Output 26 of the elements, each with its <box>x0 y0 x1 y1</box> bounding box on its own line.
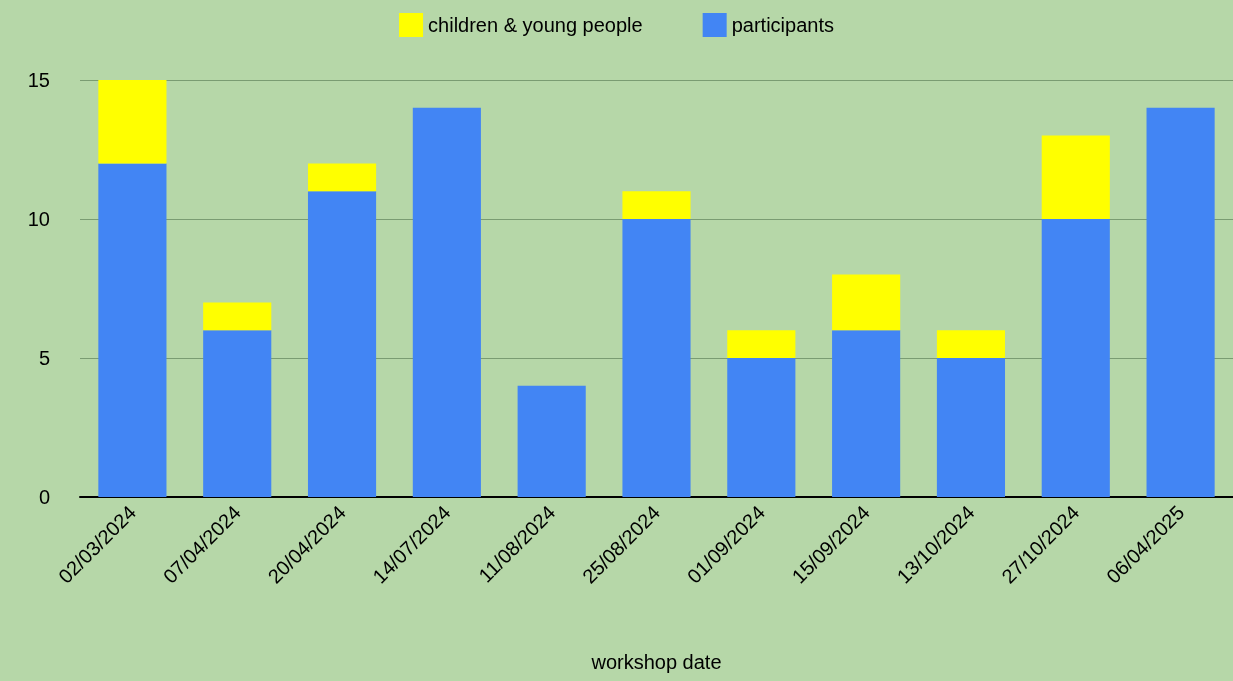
bar <box>307 163 377 192</box>
bar <box>307 191 377 497</box>
bar <box>727 330 796 358</box>
bar <box>1041 135 1110 219</box>
bar <box>622 219 691 497</box>
bar <box>1146 107 1215 497</box>
x-axis-title: workshop date <box>590 651 722 673</box>
bar <box>832 330 901 497</box>
bar <box>936 358 1006 497</box>
bar <box>936 330 1006 358</box>
y-tick-label: 0 <box>38 486 50 508</box>
y-tick-label: 15 <box>27 69 50 91</box>
legend-label: participants <box>731 14 834 36</box>
y-tick-label: 5 <box>38 347 50 369</box>
bar <box>727 358 796 497</box>
bar <box>1041 219 1110 497</box>
bar <box>832 274 901 331</box>
bar <box>517 385 586 497</box>
bar <box>622 191 691 219</box>
y-tick-label: 10 <box>27 208 50 230</box>
bar <box>98 80 167 164</box>
bar <box>203 330 272 497</box>
bar <box>203 302 272 331</box>
legend-label: children & young people <box>428 14 643 36</box>
bar <box>412 107 481 497</box>
bar <box>98 163 167 497</box>
